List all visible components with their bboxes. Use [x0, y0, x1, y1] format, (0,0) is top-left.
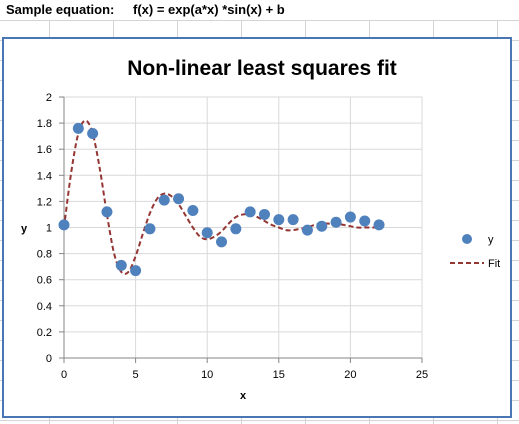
x-tick-label: 15 — [273, 369, 285, 381]
data-point — [316, 220, 328, 232]
x-tick-label: 20 — [344, 369, 356, 381]
data-point — [230, 223, 242, 235]
data-point — [173, 193, 185, 205]
y-tick-label: 2 — [46, 92, 52, 104]
x-tick-label: 0 — [61, 369, 67, 381]
y-tick-label: 1.8 — [37, 118, 52, 130]
fit-series — [63, 119, 380, 275]
data-point — [301, 224, 313, 236]
data-point — [72, 122, 84, 134]
data-point — [273, 214, 285, 226]
y-axis-label: y — [21, 223, 28, 235]
y-tick-label: 0.8 — [37, 249, 52, 261]
chart-canvas: Non-linear least squares fit 0 0.2 0.4 0.6 0… — [21, 57, 500, 402]
legend[interactable]: y Fit — [450, 234, 500, 270]
y-tick-label: 0 — [46, 353, 52, 365]
y-tick-label: 1 — [46, 223, 52, 235]
data-point — [344, 211, 356, 223]
data-point — [216, 236, 228, 248]
fit-line — [63, 119, 380, 275]
y-tick-label: 1.6 — [37, 144, 52, 156]
x-tick-label: 10 — [201, 369, 213, 381]
data-point — [158, 194, 170, 206]
data-point — [115, 259, 127, 271]
data-point — [258, 208, 270, 220]
data-point — [330, 216, 342, 228]
chart-object[interactable]: Non-linear least squares fit 0 0.2 0.4 0.6 0… — [2, 37, 512, 418]
y-tick-label: 0.2 — [37, 327, 52, 339]
chart-title: Non-linear least squares fit — [127, 57, 397, 80]
x-tick-label: 5 — [133, 369, 139, 381]
data-point — [144, 223, 156, 235]
equation-text[interactable]: f(x) = exp(a*x) *sin(x) + b — [133, 2, 285, 17]
data-point — [101, 206, 113, 218]
y-tick-label: 1.2 — [37, 196, 52, 208]
data-point — [187, 205, 199, 217]
y-tick-label: 0.4 — [37, 301, 52, 313]
data-point — [244, 206, 256, 218]
data-point — [87, 128, 99, 140]
data-point — [359, 215, 371, 227]
data-point — [58, 219, 70, 231]
equation-label: Sample equation: — [6, 2, 115, 17]
x-tick-label: 25 — [416, 369, 428, 381]
legend-label-fit: Fit — [488, 258, 500, 270]
x-axis-label: x — [240, 390, 247, 402]
axes: 00.20.40.60.811.21.41.61.820 5 10 15 20 25 — [37, 92, 428, 381]
data-point — [373, 219, 385, 231]
data-point — [130, 265, 142, 277]
data-point — [287, 214, 299, 226]
legend-label-y: y — [488, 234, 494, 246]
data-point — [201, 227, 213, 239]
y-tick-label: 1.4 — [37, 170, 52, 182]
legend-marker-y — [462, 234, 472, 244]
y-tick-label: 0.6 — [37, 275, 52, 287]
y-series — [58, 122, 385, 277]
equation-row: Sample equation: f(x) = exp(a*x) *sin(x)… — [0, 0, 519, 21]
